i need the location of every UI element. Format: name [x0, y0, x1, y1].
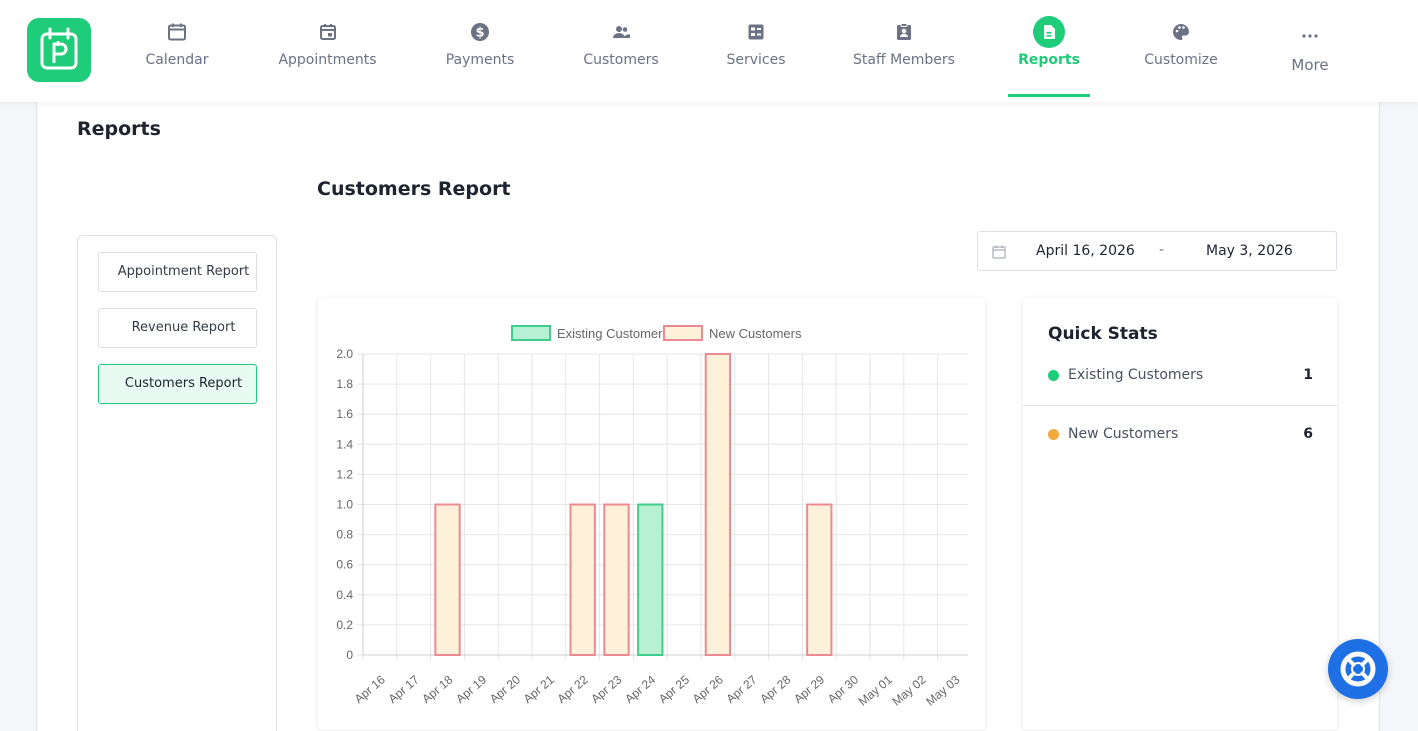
x-tick-label: Apr 25	[656, 672, 692, 706]
lifebuoy-icon	[1340, 651, 1376, 687]
start-date[interactable]: April 16, 2026	[1036, 243, 1135, 259]
x-tick-label: Apr 24	[622, 672, 658, 706]
nav-label: Staff Members	[853, 52, 955, 68]
section-title: Customers Report	[317, 178, 511, 200]
revenue-report-button[interactable]: Revenue Report	[98, 308, 257, 348]
palette-icon	[1171, 22, 1191, 42]
stat-existing-customers: Existing Customers 1	[1023, 361, 1337, 391]
x-tick-label: Apr 28	[757, 672, 793, 706]
legend-existing-customers-swatch	[511, 325, 551, 341]
x-tick-label: Apr 16	[352, 672, 388, 706]
customers-report-button[interactable]: Customers Report	[98, 364, 257, 404]
x-tick-label: Apr 27	[724, 672, 760, 706]
y-tick-label: 1.0	[336, 498, 353, 512]
nav-staff-members[interactable]: Staff Members	[846, 0, 962, 102]
logo-icon	[40, 27, 78, 70]
active-underline	[1008, 94, 1090, 97]
report-icon	[1039, 22, 1059, 42]
x-tick-label: Apr 20	[487, 672, 523, 706]
nav-appointments[interactable]: Appointments	[270, 0, 385, 102]
legend-existing-customers-label: Existing Customers	[557, 326, 669, 341]
x-tick-label: Apr 30	[825, 672, 861, 706]
chart-card: 0 0.2 0.4 0.6 0.8 1.0 1.2 1.4 1.6 1.8 2.0 Apr 16 Apr…	[318, 298, 985, 730]
app-logo[interactable]	[27, 18, 91, 82]
y-tick-label: 1.8	[336, 377, 353, 391]
stats-divider	[1023, 405, 1337, 406]
y-tick-label: 0.8	[336, 528, 353, 542]
id-badge-icon	[894, 22, 914, 42]
x-tick-label: May 03	[923, 672, 962, 708]
services-icon	[746, 22, 766, 42]
nav-label: Payments	[445, 52, 515, 68]
calendar-check-icon	[318, 22, 338, 42]
bar-new-customers	[806, 503, 833, 656]
x-tick-label: Apr 22	[555, 672, 591, 706]
stat-value: 1	[1303, 367, 1313, 383]
dollar-circle-icon: $	[470, 22, 490, 42]
nav-customers[interactable]: Customers	[578, 0, 664, 102]
legend-new-customers-label: New Customers	[709, 326, 802, 341]
nav-customize[interactable]: Customize	[1138, 0, 1224, 102]
y-tick-label: 0.2	[336, 618, 353, 632]
bar-new-customers	[704, 353, 732, 656]
nav-label: Customize	[1144, 52, 1218, 68]
nav-payments[interactable]: $ Payments	[440, 0, 520, 102]
quick-stats-card: Quick Stats Existing Customers 1 New Cus…	[1023, 298, 1337, 730]
stat-value: 6	[1303, 426, 1313, 442]
legend-new-customers-swatch	[663, 325, 703, 341]
nav-label: Appointments	[278, 52, 377, 68]
bar-new-customers	[603, 503, 630, 656]
nav-label: Customers	[583, 52, 659, 68]
nav-more[interactable]: More	[1282, 0, 1338, 102]
help-button[interactable]	[1328, 639, 1388, 699]
bar-new-customers	[434, 503, 461, 656]
calendar-icon	[992, 244, 1006, 259]
x-tick-label: Apr 18	[419, 672, 455, 706]
existing-customers-dot	[1048, 370, 1059, 381]
y-tick-label: 2.0	[336, 347, 353, 361]
quick-stats-title: Quick Stats	[1048, 324, 1158, 344]
x-tick-label: May 02	[889, 672, 928, 708]
nav-reports[interactable]: Reports	[1008, 0, 1090, 102]
y-tick-label: 1.4	[336, 437, 353, 451]
y-tick-label: 0	[346, 648, 353, 662]
x-tick-label: Apr 29	[791, 672, 827, 706]
stat-name: New Customers	[1068, 426, 1179, 442]
stat-new-customers: New Customers 6	[1023, 420, 1337, 450]
calendar-icon	[167, 22, 187, 42]
stat-name: Existing Customers	[1068, 367, 1204, 383]
people-icon	[611, 22, 631, 42]
y-tick-label: 1.2	[336, 467, 353, 481]
appointment-report-button[interactable]: Appointment Report	[98, 252, 257, 292]
top-navigation-bar: Calendar Appointments $ Payments Custome…	[0, 0, 1418, 102]
y-tick-label: 0.6	[336, 558, 353, 572]
x-tick-label: Apr 23	[588, 672, 624, 706]
y-tick-label: 1.6	[336, 407, 353, 421]
x-tick-label: Apr 19	[453, 672, 489, 706]
page-title: Reports	[77, 118, 161, 140]
dots-icon	[1300, 26, 1320, 46]
nav-label: Reports	[1018, 52, 1080, 68]
bar-existing-customers	[637, 503, 664, 656]
x-tick-label: May 01	[856, 672, 895, 708]
nav-label: Calendar	[145, 52, 209, 68]
x-tick-label: Apr 26	[690, 672, 726, 706]
nav-services[interactable]: Services	[722, 0, 790, 102]
bar-new-customers	[569, 503, 596, 656]
nav-calendar[interactable]: Calendar	[137, 0, 217, 102]
end-date[interactable]: May 3, 2026	[1206, 243, 1293, 259]
svg-text:$: $	[475, 26, 484, 41]
new-customers-dot	[1048, 429, 1059, 440]
x-tick-label: Apr 21	[521, 672, 557, 706]
y-tick-label: 0.4	[336, 588, 353, 602]
date-range-picker[interactable]: April 16, 2026 - May 3, 2026	[977, 231, 1337, 271]
nav-label: Services	[726, 52, 786, 68]
nav-label: More	[1291, 56, 1329, 74]
x-tick-label: Apr 17	[386, 672, 422, 706]
date-separator: -	[1159, 242, 1165, 258]
